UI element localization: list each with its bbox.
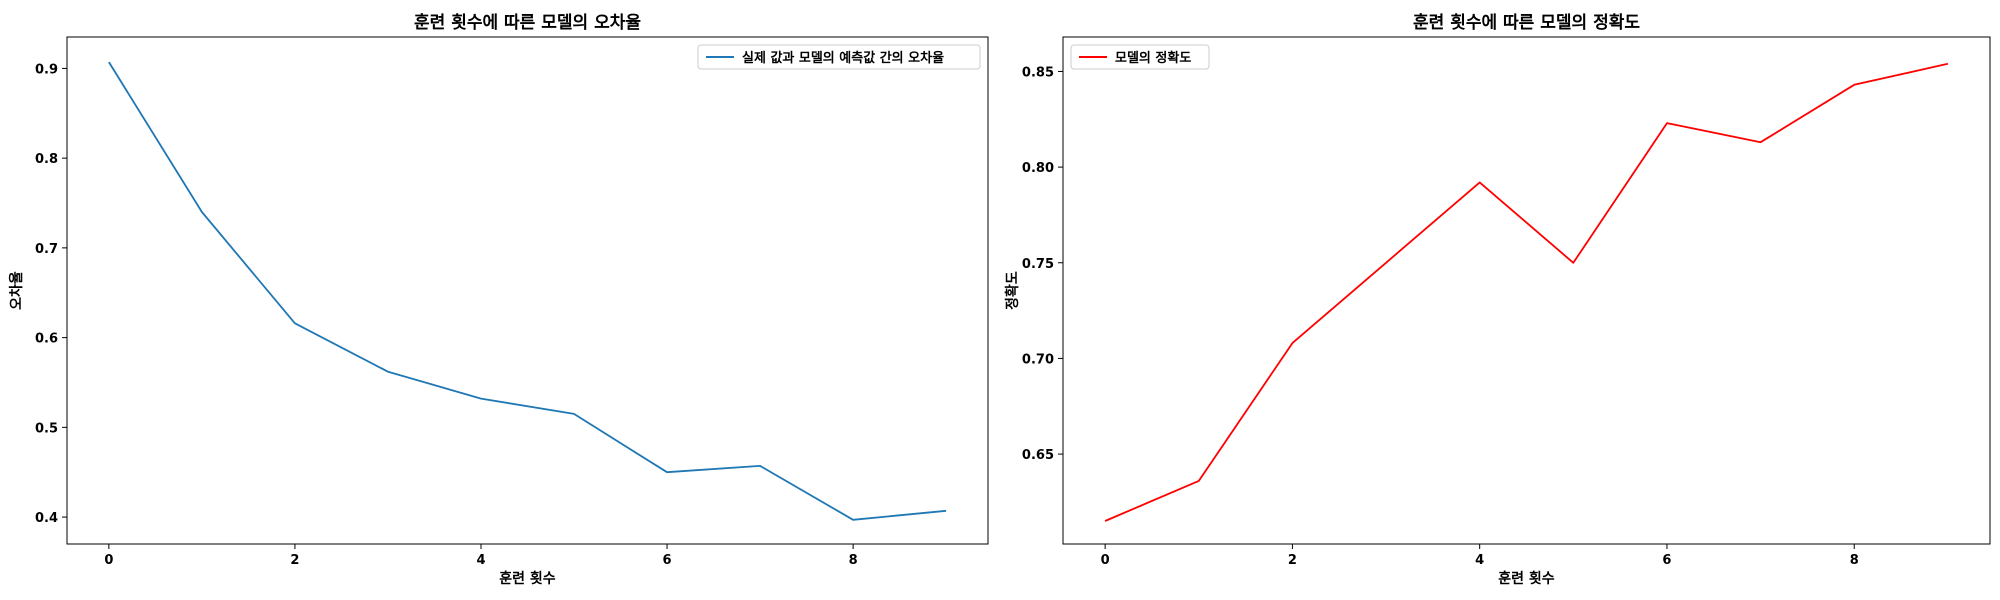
y-tick-label: 0.8: [35, 152, 58, 167]
x-tick-label: 2: [290, 553, 299, 568]
legend-label: 실제 값과 모델의 예측값 간의 오차율: [742, 50, 944, 66]
x-tick-label: 0: [1101, 553, 1110, 568]
x-tick-label: 8: [849, 553, 858, 568]
chart-title: 훈련 횟수에 따른 모델의 정확도: [1413, 12, 1640, 33]
y-tick-label: 0.85: [1022, 65, 1054, 80]
y-tick-label: 0.65: [1022, 448, 1054, 463]
y-tick-label: 0.75: [1022, 257, 1054, 272]
chart-title: 훈련 횟수에 따른 모델의 오차율: [414, 12, 641, 33]
series-line-error-rate: [108, 61, 947, 521]
x-tick-label: 4: [476, 553, 485, 568]
y-tick-label: 0.80: [1022, 161, 1054, 176]
x-tick-label: 8: [1850, 553, 1859, 568]
y-tick-label: 0.70: [1022, 352, 1054, 367]
x-tick-label: 4: [1475, 553, 1484, 568]
y-tick-label: 0.4: [35, 511, 58, 526]
y-tick-label: 0.6: [35, 332, 58, 347]
y-axis-label: 정확도: [1004, 271, 1021, 310]
y-tick-label: 0.9: [35, 62, 58, 77]
x-axis-label: 훈련 횟수: [1498, 570, 1555, 587]
x-axis-label: 훈련 횟수: [499, 570, 556, 587]
legend-accuracy: 모델의 정확도: [1070, 44, 1210, 70]
x-tick-label: 2: [1288, 553, 1297, 568]
y-axis-label: 오차율: [8, 271, 25, 310]
x-tick-label: 6: [1662, 553, 1671, 568]
plot-area-error-rate: [66, 36, 989, 545]
y-tick-label: 0.7: [35, 242, 58, 257]
legend-box: [1070, 44, 1210, 70]
legend-box: [697, 44, 981, 70]
plot-area-accuracy: [1062, 36, 1991, 545]
legend-label: 모델의 정확도: [1115, 50, 1191, 66]
x-tick-label: 6: [663, 553, 672, 568]
y-tick-label: 0.5: [35, 421, 58, 436]
x-tick-label: 0: [104, 553, 113, 568]
legend-error-rate: 실제 값과 모델의 예측값 간의 오차율: [697, 44, 981, 70]
series-line-accuracy: [1104, 62, 1949, 522]
